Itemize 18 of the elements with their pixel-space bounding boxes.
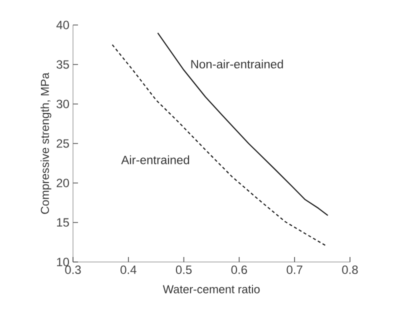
y-tick-label: 20 [56, 178, 70, 188]
y-axis-title: Compressive strength, MPa [40, 72, 52, 214]
y-tick-label: 25 [56, 139, 69, 148]
x-tick-label: 0.4 [120, 266, 136, 274]
y-tick-label: 10 [57, 258, 70, 266]
y-tick-label: 40 [56, 20, 70, 30]
y-tick-label: 15 [57, 218, 69, 227]
series-label: Air-entrained [121, 155, 190, 164]
y-tick-label: 30 [56, 100, 70, 108]
y-tick-label: 35 [56, 60, 69, 69]
x-tick-label: 0.6 [231, 266, 248, 274]
x-tick-label: 0.3 [65, 266, 81, 274]
x-axis-title: Water-cement ratio [162, 284, 260, 294]
x-tick-label: 0.5 [176, 266, 192, 274]
series-label: Non-air-entrained [191, 60, 283, 68]
line-series [112, 44, 328, 247]
x-tick-label: 0.7 [286, 266, 302, 274]
x-tick-label: 0.8 [342, 266, 358, 274]
